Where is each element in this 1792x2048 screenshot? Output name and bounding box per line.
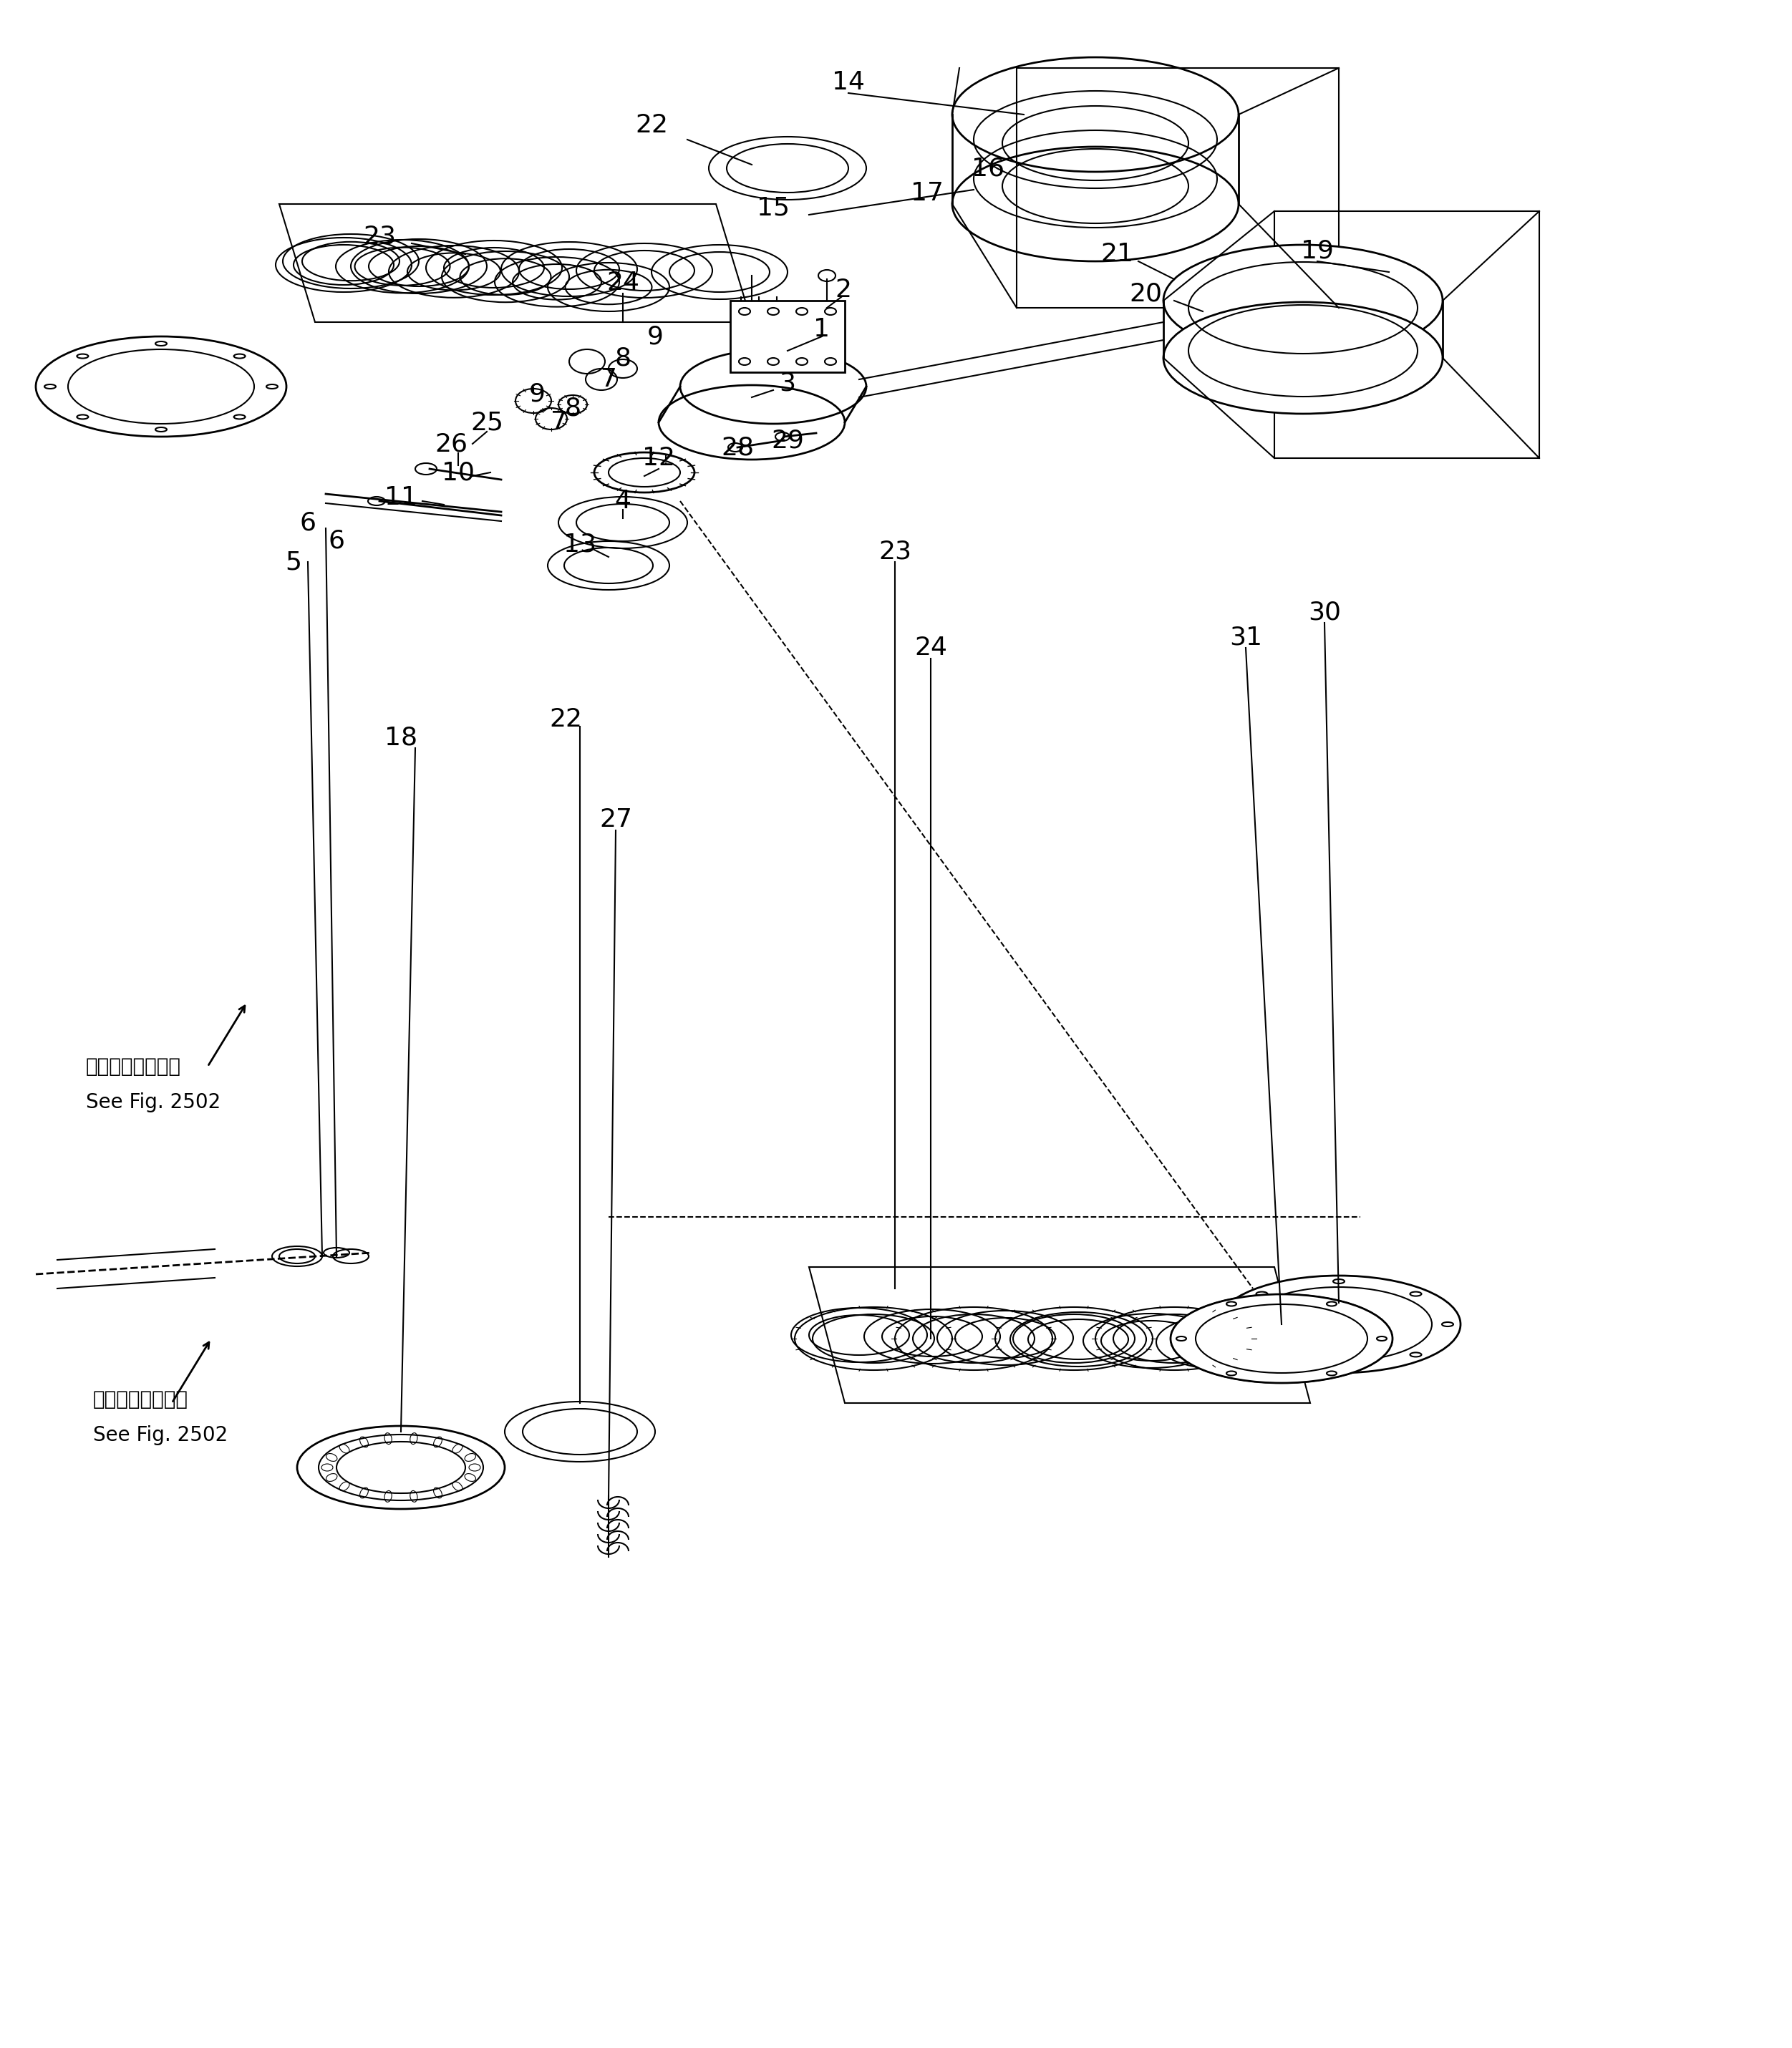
Text: 11: 11 xyxy=(385,485,418,510)
Text: 22: 22 xyxy=(548,707,582,731)
Text: 17: 17 xyxy=(910,180,944,205)
Text: 9: 9 xyxy=(647,324,663,348)
Text: See Fig. 2502: See Fig. 2502 xyxy=(93,1425,228,1446)
Text: 8: 8 xyxy=(615,346,631,371)
Text: 28: 28 xyxy=(720,436,754,459)
Text: 14: 14 xyxy=(831,70,866,94)
Text: 24: 24 xyxy=(914,635,948,659)
Text: 2: 2 xyxy=(835,279,851,303)
Text: 19: 19 xyxy=(1301,238,1333,262)
Text: 9: 9 xyxy=(529,381,545,406)
Text: 5: 5 xyxy=(285,549,301,573)
Text: 30: 30 xyxy=(1308,600,1340,625)
Text: 4: 4 xyxy=(615,489,631,514)
Bar xyxy=(731,301,844,373)
Text: 21: 21 xyxy=(1100,242,1133,266)
Text: 第２５０２図参照: 第２５０２図参照 xyxy=(86,1057,181,1077)
Text: 25: 25 xyxy=(470,410,504,434)
Text: 10: 10 xyxy=(443,461,475,485)
Text: 15: 15 xyxy=(756,195,790,219)
Text: 29: 29 xyxy=(771,428,805,453)
Ellipse shape xyxy=(1170,1294,1392,1382)
Text: 26: 26 xyxy=(435,432,468,457)
Ellipse shape xyxy=(1163,246,1443,356)
Ellipse shape xyxy=(297,1425,505,1509)
Text: 8: 8 xyxy=(564,395,581,420)
Text: 22: 22 xyxy=(634,113,668,137)
Text: 6: 6 xyxy=(299,510,315,535)
Text: 18: 18 xyxy=(385,725,418,750)
Text: 23: 23 xyxy=(364,223,396,248)
Ellipse shape xyxy=(1217,1276,1460,1372)
Ellipse shape xyxy=(1163,303,1443,414)
Text: 16: 16 xyxy=(971,156,1005,180)
Text: 3: 3 xyxy=(780,371,796,395)
Text: 24: 24 xyxy=(606,270,640,295)
Text: See Fig. 2502: See Fig. 2502 xyxy=(86,1092,220,1112)
Text: 31: 31 xyxy=(1229,625,1262,649)
Text: 7: 7 xyxy=(600,367,616,391)
Text: 1: 1 xyxy=(814,317,830,342)
Text: 7: 7 xyxy=(550,410,566,434)
Text: 13: 13 xyxy=(563,532,597,557)
Text: 20: 20 xyxy=(1129,281,1161,305)
Ellipse shape xyxy=(36,336,287,436)
Text: 27: 27 xyxy=(599,807,633,831)
Text: 23: 23 xyxy=(878,539,912,563)
Ellipse shape xyxy=(1170,1294,1392,1382)
Text: 6: 6 xyxy=(328,528,344,553)
Text: 第２５０２図参照: 第２５０２図参照 xyxy=(93,1389,188,1409)
Text: 12: 12 xyxy=(642,446,676,471)
